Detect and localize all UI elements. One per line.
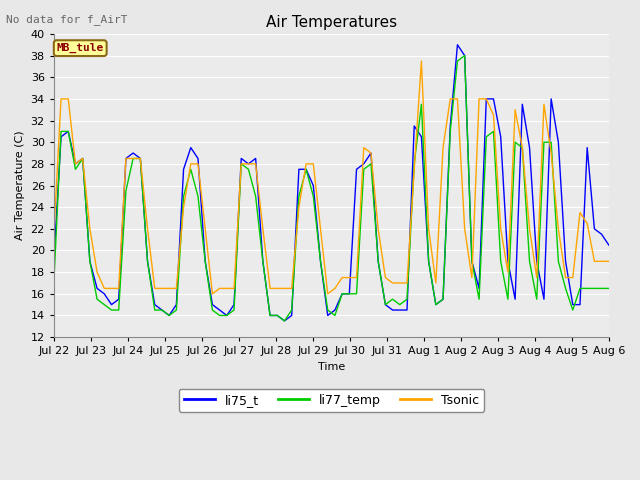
- li75_t: [280, 318, 288, 324]
- li75_t: [230, 302, 238, 308]
- li77_temp: [339, 291, 346, 297]
- li75_t: [461, 53, 468, 59]
- Line: li75_t: li75_t: [54, 45, 609, 321]
- Title: Air Temperatures: Air Temperatures: [266, 15, 397, 30]
- li77_temp: [86, 258, 93, 264]
- Tsonic: [144, 226, 152, 232]
- li75_t: [454, 42, 461, 48]
- li77_temp: [50, 280, 58, 286]
- Text: No data for f_AirT: No data for f_AirT: [6, 14, 128, 25]
- li77_temp: [454, 58, 461, 64]
- li77_temp: [605, 286, 612, 291]
- Tsonic: [461, 226, 468, 232]
- li75_t: [50, 258, 58, 264]
- Line: Tsonic: Tsonic: [54, 61, 609, 294]
- li77_temp: [144, 258, 152, 264]
- Tsonic: [417, 58, 425, 64]
- Legend: li75_t, li77_temp, Tsonic: li75_t, li77_temp, Tsonic: [179, 389, 484, 412]
- li77_temp: [230, 307, 238, 313]
- Tsonic: [605, 258, 612, 264]
- Tsonic: [50, 231, 58, 237]
- Tsonic: [339, 275, 346, 280]
- Y-axis label: Air Temperature (C): Air Temperature (C): [15, 131, 25, 240]
- Line: li77_temp: li77_temp: [54, 56, 609, 321]
- li77_temp: [280, 318, 288, 324]
- Tsonic: [209, 291, 216, 297]
- Tsonic: [86, 226, 93, 232]
- li75_t: [295, 167, 303, 172]
- li77_temp: [295, 193, 303, 199]
- Tsonic: [295, 204, 303, 210]
- li77_temp: [461, 53, 468, 59]
- X-axis label: Time: Time: [317, 362, 345, 372]
- li75_t: [144, 258, 152, 264]
- Text: MB_tule: MB_tule: [56, 43, 104, 53]
- Tsonic: [237, 161, 245, 167]
- li75_t: [605, 242, 612, 248]
- li75_t: [86, 258, 93, 264]
- li75_t: [339, 291, 346, 297]
